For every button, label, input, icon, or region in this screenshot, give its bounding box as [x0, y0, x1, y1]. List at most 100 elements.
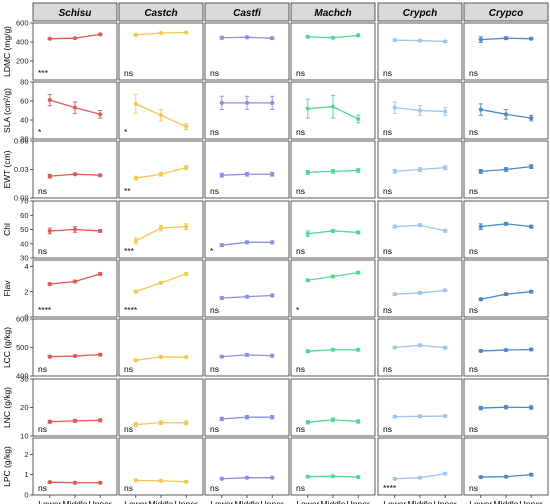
panel-crypch-3: ns: [377, 200, 463, 259]
y-axis-label: LCC (g/kg): [2, 327, 12, 368]
data-point: [478, 169, 483, 174]
data-point: [47, 419, 52, 424]
panel-castfi-7: ns: [204, 437, 290, 496]
data-point: [392, 224, 397, 229]
significance-label: ns: [210, 186, 219, 196]
data-point: [270, 240, 275, 245]
strip-background: [290, 2, 376, 22]
data-point: [270, 36, 275, 41]
x-tick-label: Middle: [234, 499, 259, 504]
significance-label: *: [38, 127, 42, 137]
strip-schisu: Schisu: [32, 2, 118, 22]
panel-crypco-3: ns: [463, 200, 549, 259]
significance-label: ns: [124, 68, 133, 78]
data-point: [417, 223, 423, 228]
y-tick-label: 4: [24, 262, 28, 271]
data-point: [98, 112, 103, 117]
panel-frame: [32, 318, 118, 377]
panel-schisu-6: ns: [32, 378, 118, 437]
data-point: [392, 38, 397, 43]
panel-frame: [204, 437, 290, 496]
significance-label: ns: [38, 186, 47, 196]
y-tick-label: 40: [20, 239, 28, 248]
data-point: [305, 420, 310, 425]
strip-label: Schisu: [59, 8, 92, 19]
panel-castch-3: ***: [118, 200, 204, 259]
data-point: [529, 224, 534, 229]
data-point: [356, 474, 361, 480]
significance-label: ns: [383, 246, 392, 256]
strip-castfi: Castfi: [204, 2, 290, 22]
data-point: [270, 475, 275, 480]
data-point: [244, 475, 250, 480]
data-point: [417, 167, 423, 172]
data-point: [158, 172, 164, 177]
significance-label: ns: [210, 305, 219, 315]
y-axis-label: SLA (cm²/g): [2, 88, 12, 133]
significance-label: ns: [124, 483, 133, 493]
strip-label: Crypch: [403, 8, 437, 19]
x-tick-label: Middle: [493, 499, 518, 504]
panel-crypco-2: ns: [463, 140, 549, 199]
strip-label: Castfi: [233, 8, 261, 19]
data-point: [270, 100, 275, 105]
panel-frame: [463, 318, 549, 377]
strip-background: [463, 2, 549, 22]
significance-label: ****: [383, 483, 397, 493]
panel-machch-3: ns: [290, 200, 376, 259]
panel-castfi-3: *: [204, 200, 290, 259]
panel-machch-6: ns: [290, 378, 376, 437]
data-point: [417, 38, 423, 43]
significance-label: ns: [38, 483, 47, 493]
data-point: [47, 281, 52, 287]
y-tick-label: 600: [16, 19, 29, 28]
y-tick-label: 200: [16, 57, 29, 66]
data-point: [392, 169, 397, 174]
data-point: [98, 352, 103, 357]
data-point: [330, 35, 336, 40]
panel-frame: [463, 259, 549, 318]
panel-frame: [377, 22, 463, 81]
panel-crypco-5: ns: [463, 318, 549, 377]
panel-machch-5: ns: [290, 318, 376, 377]
panel-castch-2: **: [118, 140, 204, 199]
panel-machch-4: *: [290, 259, 376, 318]
panel-crypco-1: ns: [463, 81, 549, 140]
data-point: [478, 297, 483, 302]
y-tick-label: 30: [20, 375, 28, 384]
y-tick-label: 1: [24, 470, 28, 479]
y-axis-label: LPC (g/kg): [2, 446, 12, 487]
x-tick-label: Middle: [148, 499, 173, 504]
data-point: [529, 116, 534, 121]
panel-frame: [204, 81, 290, 140]
panel-crypch-1: ns: [377, 81, 463, 140]
data-point: [98, 480, 103, 485]
panel-crypco-6: ns: [463, 378, 549, 437]
data-point: [529, 164, 534, 169]
significance-label: ns: [469, 305, 478, 315]
panel-frame: [204, 200, 290, 259]
y-tick-label: 40: [20, 116, 28, 125]
y-axis-label: LDMC (mg/g): [2, 26, 12, 77]
data-point: [72, 227, 78, 232]
data-point: [392, 345, 397, 350]
data-point: [503, 474, 509, 479]
data-point: [443, 165, 448, 170]
panel-frame: [204, 259, 290, 318]
panel-crypch-6: ns: [377, 378, 463, 437]
panel-frame: [118, 259, 204, 318]
x-tick-label: Upper: [434, 499, 457, 504]
panel-crypch-2: ns: [377, 140, 463, 199]
y-axis-label: EWT (cm): [2, 150, 12, 188]
data-point: [305, 231, 310, 236]
data-point: [47, 228, 52, 234]
panel-frame: [377, 378, 463, 437]
significance-label: ****: [38, 305, 52, 315]
data-point: [417, 414, 423, 419]
x-tick-label: Lower: [38, 499, 61, 504]
significance-label: **: [124, 186, 131, 196]
y-tick-label: 400: [16, 372, 29, 381]
panel-castch-6: ns: [118, 378, 204, 437]
data-point: [392, 105, 397, 110]
